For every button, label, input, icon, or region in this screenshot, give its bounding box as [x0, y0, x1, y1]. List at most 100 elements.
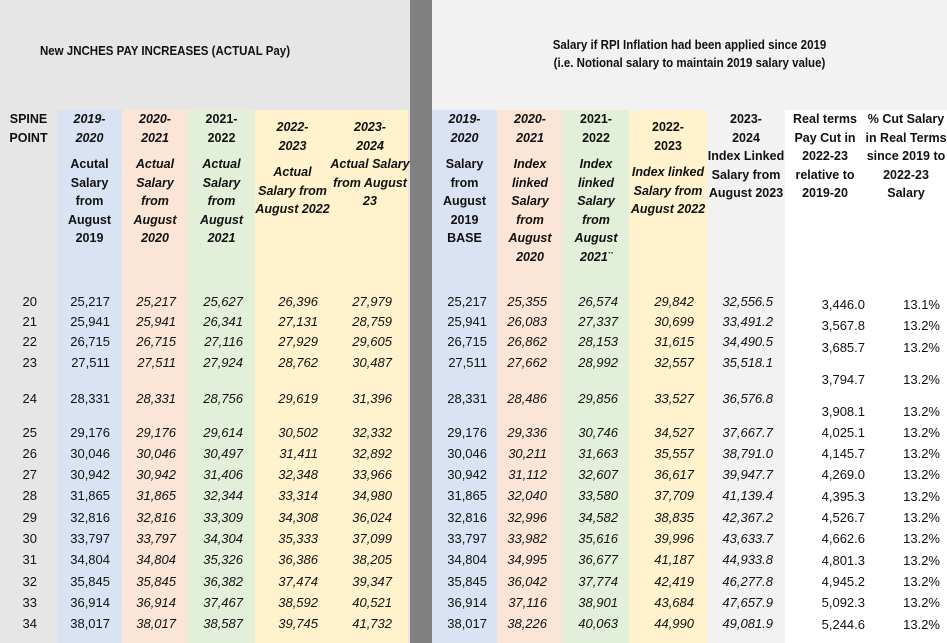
index-linked-salary: 26,715: [447, 334, 487, 349]
actual-salary: 30,046: [136, 446, 176, 461]
col-bg-2019-index: [432, 110, 497, 643]
actual-salary: 28,331: [136, 391, 176, 406]
actual-salary: 26,715: [136, 334, 176, 349]
col-bg-2021-actual: [188, 110, 255, 643]
percent-cut: 13.2%: [903, 510, 940, 525]
index-linked-salary: 42,419: [654, 574, 694, 589]
header-description: Actual Salary from August 2020: [133, 157, 177, 245]
index-linked-salary: 37,667.7: [722, 425, 773, 440]
actual-salary: 34,804: [70, 552, 110, 567]
index-linked-salary: 38,791.0: [722, 446, 773, 461]
header-year: 2022: [582, 130, 610, 145]
header-year: 2019-: [448, 112, 481, 126]
real-terms-pay-cut: 3,567.8: [821, 318, 865, 333]
index-linked-salary: 39,947.7: [722, 467, 773, 482]
header-year: 2020-: [139, 112, 171, 126]
index-linked-salary: 32,996: [507, 510, 547, 525]
actual-salary: 26,341: [203, 314, 243, 329]
left-header-1: 2019- 2020 Acutal Salary from August 2019: [57, 110, 122, 248]
left-header-4: 2022- 2023 Actual Salary from August 2022: [255, 118, 330, 219]
spine-point: 20: [22, 294, 37, 309]
actual-salary: 31,865: [136, 488, 176, 503]
percent-cut: 13.2%: [903, 425, 940, 440]
index-linked-salary: 36,677: [578, 552, 618, 567]
right-title-line1: Salary if RPI Inflation had been applied…: [552, 38, 827, 52]
index-linked-salary: 37,774: [578, 574, 618, 589]
index-linked-salary: 35,616: [578, 531, 618, 546]
index-linked-salary: 28,486: [507, 391, 547, 406]
index-linked-salary: 25,941: [447, 314, 487, 329]
index-linked-salary: 30,746: [578, 425, 618, 440]
real-terms-pay-cut: 4,945.2: [821, 574, 865, 589]
index-linked-salary: 31,112: [508, 467, 547, 482]
actual-salary: 34,804: [136, 552, 176, 567]
actual-salary: 39,347: [352, 574, 392, 589]
spine-point: 33: [22, 595, 37, 610]
actual-salary: 35,845: [136, 574, 176, 589]
actual-salary: 29,176: [136, 425, 176, 440]
index-linked-salary: 33,982: [507, 531, 547, 546]
actual-salary: 31,411: [279, 446, 318, 461]
right-title-line2: (i.e. Notional salary to maintain 2019 s…: [553, 56, 826, 70]
actual-salary: 30,046: [70, 446, 110, 461]
actual-salary: 29,605: [352, 334, 392, 349]
index-linked-salary: 38,835: [654, 510, 694, 525]
real-terms-pay-cut: 3,908.1: [821, 404, 865, 419]
percent-cut: 13.2%: [903, 489, 940, 504]
actual-salary: 32,332: [352, 425, 392, 440]
index-linked-salary: 35,518.1: [722, 355, 773, 370]
spine-point: 21: [22, 314, 37, 329]
actual-salary: 32,892: [352, 446, 392, 461]
divider: [410, 0, 432, 643]
spine-point: 26: [22, 446, 37, 461]
index-linked-salary: 29,176: [447, 425, 487, 440]
spine-point: 24: [22, 391, 37, 406]
header-year: 2020-: [514, 112, 546, 126]
actual-salary: 33,797: [136, 531, 176, 546]
header-year: 2024: [356, 138, 384, 153]
spine-point: 32: [22, 574, 37, 589]
actual-salary: 40,521: [352, 595, 392, 610]
actual-salary: 27,979: [352, 294, 392, 309]
header-description: Real terms Pay Cut in 2022-23 relative t…: [793, 112, 857, 200]
header-year: 2020: [75, 130, 104, 145]
actual-salary: 33,309: [203, 510, 243, 525]
index-linked-salary: 35,845: [447, 574, 487, 589]
index-linked-salary: 32,816: [447, 510, 487, 525]
actual-salary: 34,304: [203, 531, 243, 546]
actual-salary: 32,348: [278, 467, 318, 482]
right-header-3: 2022- 2023 Index linked Salary from August…: [629, 118, 707, 219]
real-terms-pay-cut: 4,526.7: [821, 510, 865, 525]
header-description: % Cut Salary in Real Terms since 2019 to…: [865, 112, 947, 200]
actual-salary: 27,929: [278, 334, 318, 349]
col-bg-2020-actual: [122, 110, 188, 643]
real-terms-pay-cut: 4,801.3: [821, 553, 865, 568]
index-linked-salary: 36,042: [507, 574, 547, 589]
header-year: 2021-: [580, 112, 612, 126]
spine-point: 30: [22, 531, 37, 546]
index-linked-salary: 39,996: [654, 531, 694, 546]
index-linked-salary: 41,139.4: [722, 488, 773, 503]
index-linked-salary: 49,081.9: [722, 616, 773, 631]
index-linked-salary: 33,797: [447, 531, 487, 546]
actual-salary: 27,511: [137, 355, 176, 370]
index-linked-salary: 33,527: [654, 391, 694, 406]
header-description: Salary from August 2019 BASE: [442, 157, 487, 245]
index-linked-salary: 27,337: [578, 314, 618, 329]
actual-salary: 26,715: [70, 334, 110, 349]
index-linked-salary: 44,933.8: [722, 552, 773, 567]
percent-cut: 13.2%: [903, 595, 940, 610]
right-header-1: 2020- 2021 Index linked Salary from August…: [497, 110, 563, 266]
index-linked-salary: 46,277.8: [722, 574, 773, 589]
index-linked-salary: 34,995: [507, 552, 547, 567]
left-header-3: 2021- 2022 Actual Salary from August 2021: [188, 110, 255, 248]
header-description: Index linked Salary from August 2020: [508, 157, 552, 264]
actual-salary: 37,467: [203, 595, 243, 610]
spine-point: 23: [22, 355, 37, 370]
real-terms-pay-cut: 3,446.0: [821, 297, 865, 312]
header-description: Actual Salary from August 2022: [255, 165, 330, 216]
actual-salary: 27,116: [204, 334, 243, 349]
index-linked-salary: 38,901: [578, 595, 618, 610]
actual-salary: 38,017: [70, 616, 110, 631]
index-linked-salary: 31,663: [578, 446, 618, 461]
